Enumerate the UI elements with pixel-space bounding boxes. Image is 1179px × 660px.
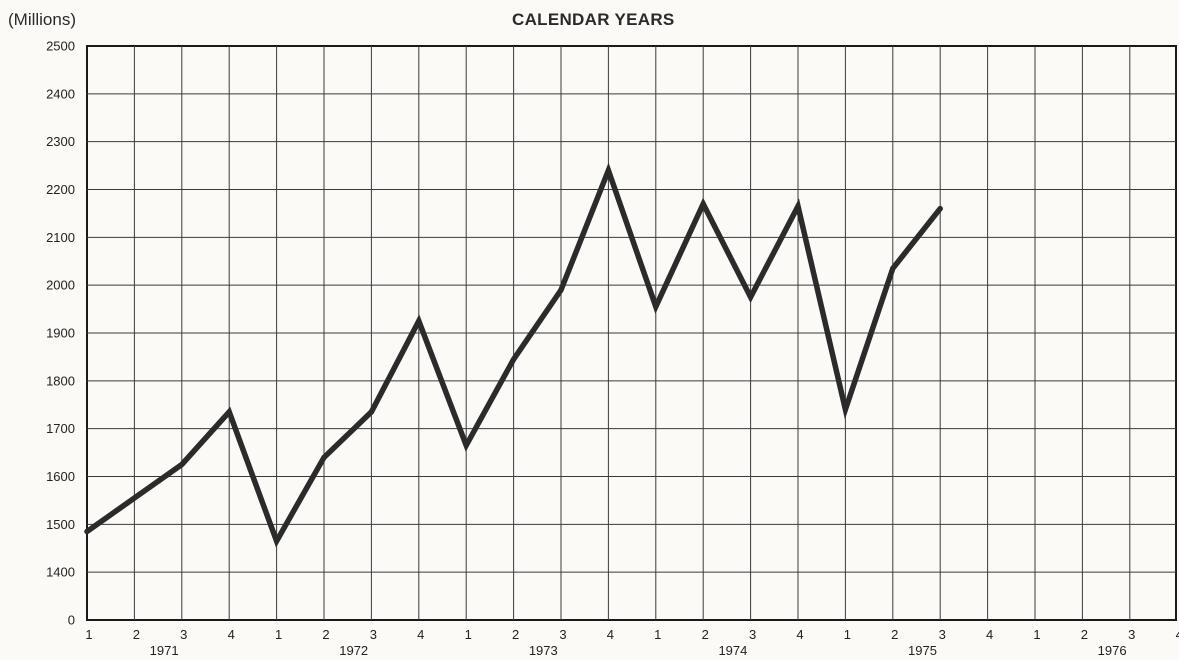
y-tick-label: 2500 bbox=[46, 39, 75, 54]
quarter-tick-label: 1 bbox=[85, 627, 92, 642]
year-tick-label: 1972 bbox=[339, 643, 368, 658]
quarter-tick-label: 2 bbox=[702, 627, 709, 642]
y-tick-label: 1900 bbox=[46, 326, 75, 341]
data-point bbox=[890, 265, 896, 271]
y-tick-label: 2000 bbox=[46, 278, 75, 293]
quarter-tick-label: 1 bbox=[275, 627, 282, 642]
data-point bbox=[937, 206, 943, 212]
data-point bbox=[226, 409, 232, 415]
quarter-tick-label: 3 bbox=[370, 627, 377, 642]
x-axis-ticks: 1 2 3 4 1 2 3 4 1 2 3 4 1 2 3 4 1 2 3 4 1 2 3 4 1971 1972 1973 1974… bbox=[85, 627, 1179, 658]
data-point bbox=[84, 529, 90, 534]
data-point bbox=[558, 287, 564, 293]
quarter-tick-label: 2 bbox=[133, 627, 140, 642]
grid-lines bbox=[87, 46, 1176, 620]
y-axis-ticks: 2500 2400 2300 2200 2100 2000 1900 1800 1700 1600… bbox=[46, 39, 75, 628]
data-point bbox=[179, 462, 185, 467]
year-tick-label: 1975 bbox=[908, 643, 937, 658]
data-point bbox=[605, 167, 611, 173]
quarter-tick-label: 4 bbox=[796, 627, 803, 642]
data-point bbox=[795, 203, 801, 209]
data-point bbox=[368, 409, 374, 415]
quarter-tick-label: 2 bbox=[1081, 627, 1088, 642]
quarter-tick-label: 3 bbox=[559, 627, 566, 642]
quarter-tick-label: 2 bbox=[891, 627, 898, 642]
data-point bbox=[131, 495, 137, 501]
quarter-tick-label: 1 bbox=[1033, 627, 1040, 642]
data-point bbox=[748, 294, 754, 300]
y-tick-label: 1400 bbox=[46, 565, 75, 580]
y-tick-label: 1600 bbox=[46, 469, 75, 484]
quarter-tick-label: 3 bbox=[749, 627, 756, 642]
y-tick-label: 2200 bbox=[46, 182, 75, 197]
y-axis-units-label: (Millions) bbox=[8, 10, 76, 29]
data-point bbox=[321, 454, 327, 460]
quarter-tick-label: 2 bbox=[512, 627, 519, 642]
quarter-tick-label: 1 bbox=[844, 627, 851, 642]
quarter-tick-label: 4 bbox=[228, 627, 235, 642]
year-tick-label: 1973 bbox=[529, 643, 558, 658]
y-tick-label: 0 bbox=[68, 613, 75, 628]
quarter-tick-label: 3 bbox=[939, 627, 946, 642]
data-point bbox=[842, 407, 848, 412]
quarter-tick-label: 4 bbox=[417, 627, 424, 642]
year-tick-label: 1971 bbox=[150, 643, 179, 658]
data-point bbox=[463, 442, 469, 448]
data-point bbox=[274, 538, 280, 544]
y-tick-label: 1800 bbox=[46, 373, 75, 388]
data-point bbox=[416, 318, 422, 324]
y-tick-label: 2100 bbox=[46, 230, 75, 245]
y-tick-label: 1500 bbox=[46, 517, 75, 532]
data-point bbox=[653, 304, 659, 310]
quarter-tick-label: 3 bbox=[180, 627, 187, 642]
quarter-tick-label: 3 bbox=[1128, 627, 1135, 642]
data-point bbox=[700, 201, 706, 207]
series-group bbox=[84, 162, 943, 548]
y-tick-label: 1700 bbox=[46, 421, 75, 436]
year-tick-label: 1974 bbox=[718, 643, 747, 658]
quarter-tick-label: 4 bbox=[607, 627, 614, 642]
chart-title: CALENDAR YEARS bbox=[512, 10, 675, 29]
quarter-tick-label: 4 bbox=[986, 627, 993, 642]
quarter-tick-label: 1 bbox=[465, 627, 472, 642]
quarter-tick-label: 2 bbox=[322, 627, 329, 642]
quarter-tick-label: 1 bbox=[654, 627, 661, 642]
year-tick-label: 1976 bbox=[1098, 643, 1127, 658]
y-tick-label: 2300 bbox=[46, 134, 75, 149]
data-point bbox=[511, 356, 517, 362]
quarter-tick-label: 4 bbox=[1176, 627, 1179, 642]
y-tick-label: 2400 bbox=[46, 86, 75, 101]
